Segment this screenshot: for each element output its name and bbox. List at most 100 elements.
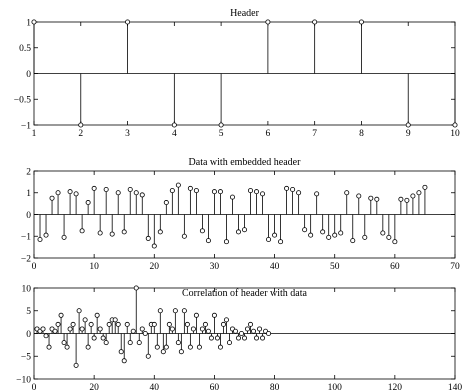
data-stem-marker: [302, 227, 308, 233]
data-stem-marker: [139, 192, 145, 198]
correlation-stem-marker: [73, 362, 79, 368]
correlation-stem-marker: [208, 335, 214, 341]
correlation-ytick-label: 10: [22, 284, 32, 294]
correlation-xtick-label: 100: [328, 383, 343, 392]
correlation-stem-marker: [88, 321, 94, 327]
correlation-stem-marker: [142, 330, 148, 336]
correlation-xtick-label: 0: [32, 383, 37, 392]
header-stem-marker: [312, 19, 318, 25]
correlation-stem-marker: [55, 321, 61, 327]
data-stem-marker: [49, 195, 55, 201]
header-stem-marker: [265, 19, 271, 25]
data-stem-marker: [103, 186, 109, 192]
correlation-chart: Correlation of header with data 0 20 40 60 80…: [16, 284, 462, 392]
correlation-stem-marker: [124, 321, 130, 327]
correlation-stem-marker: [115, 321, 121, 327]
correlation-stem-marker: [43, 333, 49, 339]
correlation-stem-marker: [46, 344, 52, 350]
correlation-xtick-label: 40: [150, 383, 160, 392]
header-xtick-label: 3: [125, 129, 130, 139]
data-stem-marker: [157, 229, 163, 235]
header-xtick-label: 7: [312, 129, 317, 139]
data-stem-marker: [320, 229, 326, 235]
correlation-stem-marker: [94, 312, 100, 318]
correlation-stem-marker: [106, 321, 112, 327]
data-stem-marker: [266, 237, 272, 243]
correlation-stem-marker: [193, 312, 199, 318]
data-stem-marker: [241, 227, 247, 233]
correlation-stem-marker: [133, 285, 139, 291]
data-stem-marker: [410, 193, 416, 199]
correlation-stem-marker: [97, 326, 103, 332]
data-stem-marker: [296, 190, 302, 196]
data-stem-marker: [55, 190, 61, 196]
header-xtick-label: 10: [450, 129, 460, 139]
correlation-ytick-label: −5: [21, 353, 31, 363]
correlation-stem-marker: [178, 349, 184, 355]
correlation-stem-marker: [241, 335, 247, 341]
correlation-stem-marker: [91, 335, 97, 341]
data-stem-marker: [115, 190, 121, 196]
data-xtick-label: 60: [390, 262, 400, 272]
data-stem-marker: [199, 228, 205, 234]
correlation-stem-marker: [157, 308, 163, 314]
data-stem-marker: [416, 190, 422, 196]
correlation-stem-marker: [232, 328, 238, 334]
data-stem-marker: [332, 232, 338, 238]
data-stem-marker: [79, 228, 85, 234]
data-xtick-label: 10: [89, 262, 99, 272]
data-ytick-label: −2: [21, 254, 31, 264]
data-stem-marker: [91, 185, 97, 191]
correlation-stem-marker: [175, 340, 181, 346]
correlation-stem-marker: [238, 330, 244, 336]
correlation-stem-marker: [220, 321, 226, 327]
data-stem-marker: [181, 233, 187, 239]
correlation-xtick-label: 80: [270, 383, 280, 392]
data-stem-marker: [229, 194, 235, 200]
header-stem-marker: [452, 122, 458, 128]
correlation-stem-marker: [223, 317, 229, 323]
correlation-stem-marker: [76, 308, 82, 314]
data-title: Data with embedded header: [189, 157, 302, 168]
data-stem-marker: [121, 229, 127, 235]
correlation-stem-marker: [254, 335, 260, 341]
data-stem-marker: [404, 197, 410, 203]
correlation-stem-marker: [245, 326, 251, 332]
data-xtick-label: 20: [150, 262, 160, 272]
header-ytick-label: 1: [26, 18, 31, 28]
data-stem-marker: [350, 238, 356, 244]
data-stem-marker: [308, 232, 314, 238]
header-xtick-label: 9: [406, 129, 411, 139]
correlation-title: Correlation of header with data: [182, 288, 308, 299]
data-stem-marker: [392, 239, 398, 245]
correlation-stem-marker: [52, 328, 58, 334]
data-stem-marker: [290, 186, 296, 192]
data-stem-marker: [211, 189, 217, 195]
correlation-stem-marker: [79, 326, 85, 332]
correlation-stem-marker: [139, 326, 145, 332]
correlation-ytick-label: 0: [26, 330, 31, 340]
header-ytick-label: −1: [21, 121, 31, 131]
header-ytick-label: 0.5: [19, 44, 31, 54]
correlation-xtick-label: 20: [89, 383, 99, 392]
correlation-stem-marker: [151, 321, 157, 327]
correlation-stem-marker: [199, 326, 205, 332]
data-stem-marker: [73, 191, 79, 197]
correlation-stem-marker: [64, 344, 70, 350]
header-stem-marker: [218, 122, 224, 128]
header-stem-marker: [31, 19, 37, 25]
correlation-stem-marker: [70, 321, 76, 327]
correlation-stem-marker: [118, 349, 124, 355]
correlation-stem-marker: [169, 326, 175, 332]
correlation-stem-marker: [205, 328, 211, 334]
data-stem-marker: [109, 231, 115, 237]
correlation-stem-marker: [187, 344, 193, 350]
data-stem-marker: [133, 190, 139, 196]
header-xtick-label: 6: [266, 129, 271, 139]
correlation-stem-marker: [61, 340, 67, 346]
correlation-stem-marker: [217, 344, 223, 350]
data-stem-marker: [380, 230, 386, 236]
header-xtick-label: 4: [172, 129, 177, 139]
data-xtick-label: 30: [210, 262, 220, 272]
